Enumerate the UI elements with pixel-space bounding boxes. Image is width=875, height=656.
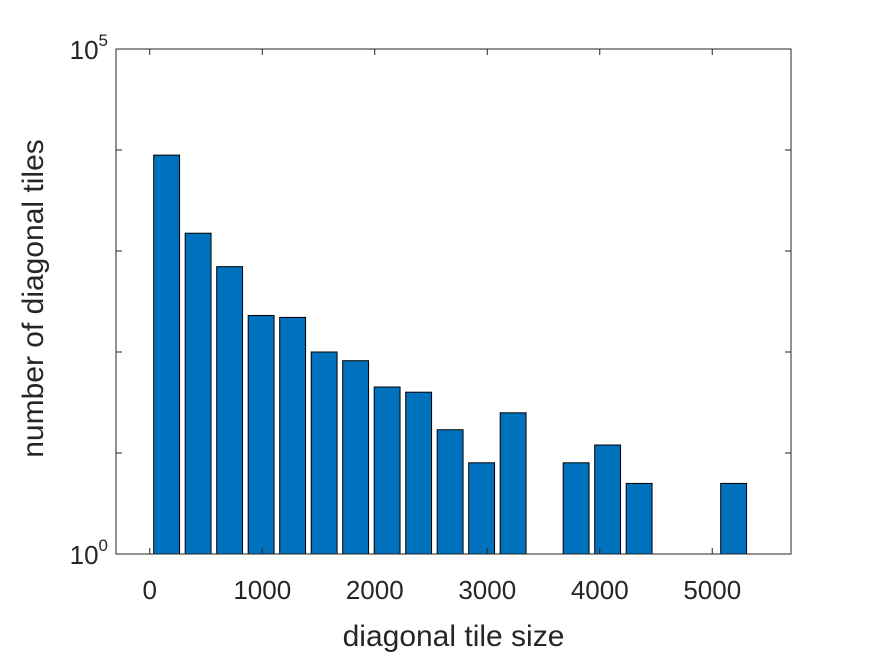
bar: [625, 482, 653, 555]
bar: [373, 386, 401, 555]
y-axis-label: number of diagonal tiles: [17, 139, 50, 458]
bars: [153, 154, 748, 555]
x-tick-label: 3000: [458, 575, 516, 605]
ticks: 0 1000 2000 3000 4000 5000 100 105: [70, 31, 791, 605]
bar: [279, 316, 307, 555]
bar: [184, 232, 212, 555]
x-tick-label: 4000: [571, 575, 629, 605]
y-tick-label: 105: [70, 31, 108, 65]
x-axis-label: diagonal tile size: [343, 620, 565, 653]
x-tick-label: 0: [143, 575, 157, 605]
bar: [720, 482, 748, 555]
bar: [405, 391, 433, 555]
bar: [216, 266, 244, 555]
x-tick-label: 2000: [346, 575, 404, 605]
x-tick-label: 1000: [233, 575, 291, 605]
bar: [342, 360, 370, 555]
y-tick-label: 100: [70, 536, 108, 570]
bar: [499, 412, 527, 555]
bar: [436, 429, 464, 555]
bar: [562, 462, 590, 555]
bar: [247, 314, 275, 555]
axes-box: [115, 48, 792, 555]
bar: [594, 444, 622, 555]
bar: [310, 351, 338, 555]
bar: [468, 462, 496, 555]
x-tick-label: 5000: [683, 575, 741, 605]
bar: [153, 154, 181, 555]
